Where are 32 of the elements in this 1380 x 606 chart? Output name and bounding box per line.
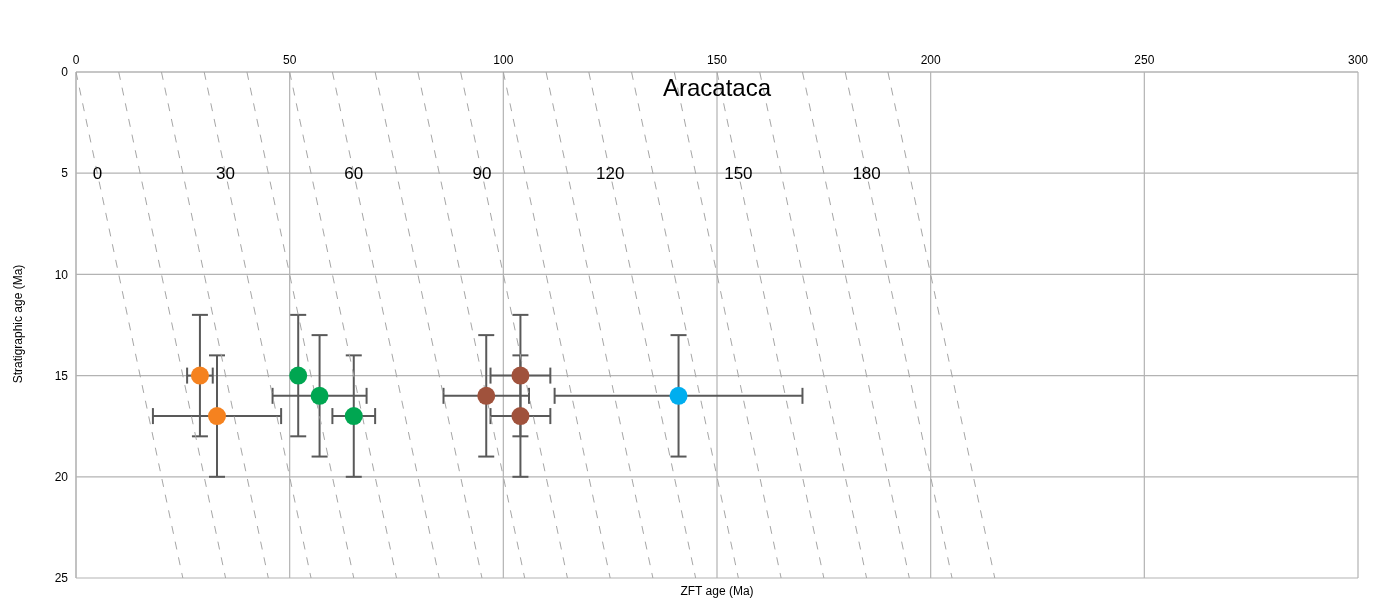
y-axis-title: Stratigraphic age (Ma) (11, 263, 25, 386)
annotation: 120 (595, 164, 625, 184)
point (310, 386, 329, 405)
x-tick-label: 100 (493, 53, 514, 67)
y-tick-label: 15 (54, 368, 69, 383)
y-tick-label: 0 (61, 65, 69, 80)
x-tick-label: 250 (1134, 53, 1155, 67)
annotation: 0 (92, 164, 103, 184)
y-tick-label: 5 (61, 166, 69, 181)
chart-title: Aracataca (661, 74, 773, 102)
y-tick-label: 25 (54, 571, 69, 586)
annotation: 60 (344, 164, 364, 184)
x-tick-label: 150 (706, 53, 728, 67)
y-tick-label: 10 (54, 267, 69, 282)
x-axis-title: ZFT age (Ma) (679, 584, 755, 598)
point (477, 386, 496, 405)
x-tick-label: 200 (920, 53, 941, 67)
annotation: 90 (472, 164, 492, 184)
x-tick-label: 300 (1347, 53, 1369, 67)
x-tick-label: 50 (282, 53, 297, 67)
annotation: 30 (216, 164, 236, 184)
annotation: 180 (852, 164, 881, 184)
annotation: 150 (724, 164, 753, 184)
point (190, 366, 209, 385)
point (511, 366, 530, 385)
point (208, 407, 227, 426)
point (669, 386, 688, 405)
point (511, 407, 530, 426)
point (344, 407, 363, 426)
y-tick-label: 20 (54, 470, 69, 485)
point (289, 366, 308, 385)
x-tick-label: 0 (72, 53, 80, 67)
